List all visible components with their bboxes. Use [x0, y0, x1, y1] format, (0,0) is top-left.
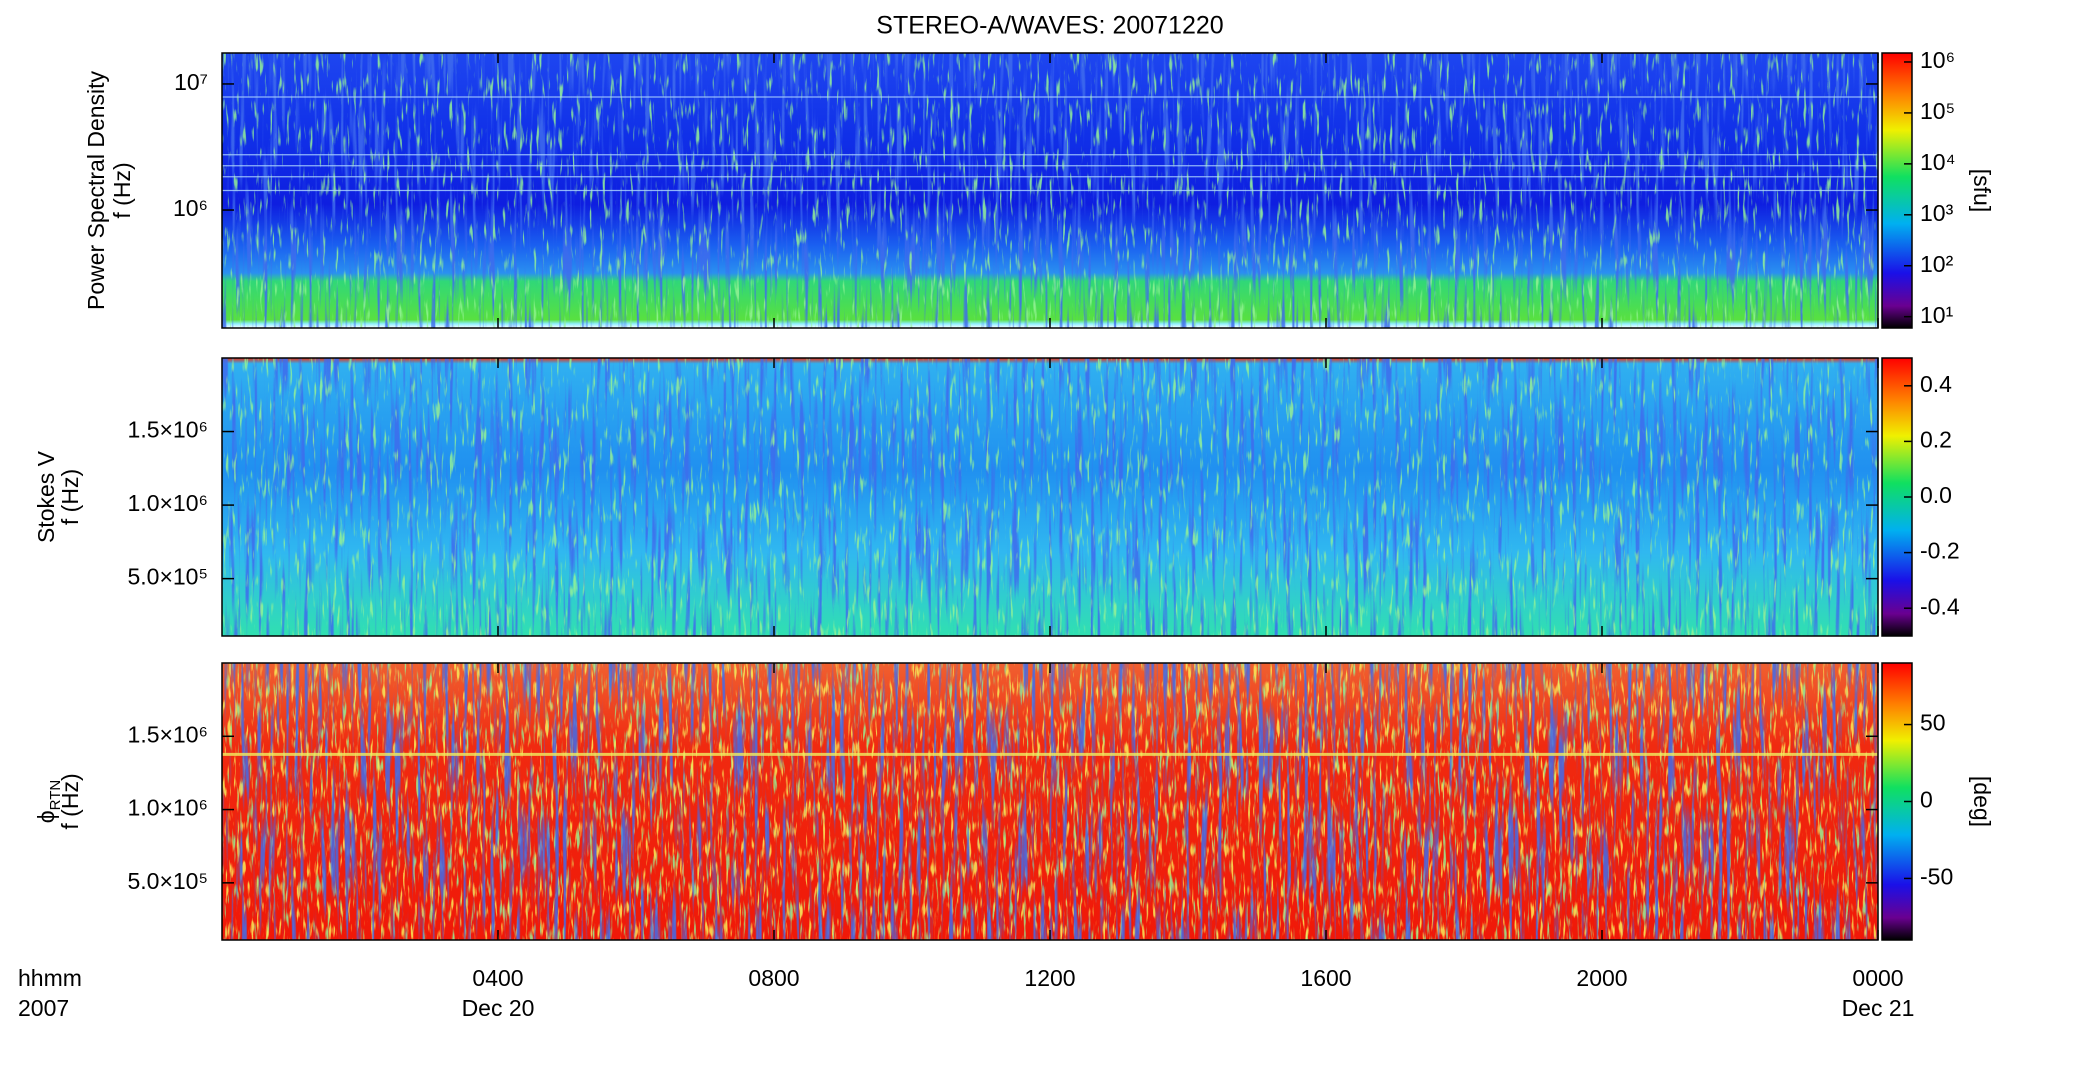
x-tick-label: 0800 — [748, 965, 799, 991]
x-unit-label: hhmm — [18, 965, 82, 991]
x-tick-label: 1200 — [1024, 965, 1075, 991]
x-date-label: Dec 21 — [1842, 995, 1915, 1021]
colorbar-tick-label: 0 — [1920, 787, 1933, 813]
colorbar-tick-label: 0.0 — [1920, 482, 1952, 508]
y-axis-label: ϕRTN — [33, 780, 64, 823]
spectrogram-texture — [222, 358, 1878, 636]
x-date-label: Dec 20 — [462, 995, 535, 1021]
colorbar-tick-label: -0.4 — [1920, 593, 1960, 619]
y-tick-label: 5.0×10⁵ — [127, 868, 208, 894]
y-axis-label-text: Power Spectral Density — [83, 70, 109, 310]
colorbar — [1881, 52, 1913, 329]
colorbar-tick-label: -50 — [1920, 864, 1953, 890]
x-tick-label: 0400 — [472, 965, 523, 991]
chart-title: STEREO-A/WAVES: 20071220 — [876, 12, 1223, 40]
y-axis-unit: f (Hz) — [57, 469, 83, 525]
y-tick-label: 5.0×10⁵ — [127, 564, 208, 590]
colorbar-tick-label: 10⁵ — [1920, 98, 1955, 124]
y-axis-label: Stokes V — [33, 450, 59, 543]
y-axis-label: Power Spectral Density — [83, 70, 109, 310]
colorbar-tick-label: 0.2 — [1920, 426, 1952, 452]
x-year-label: 2007 — [18, 995, 69, 1021]
colorbar-tick-label: 0.4 — [1920, 371, 1952, 397]
colorbar-tick-label: 10⁶ — [1920, 47, 1955, 73]
x-tick-label: 2000 — [1576, 965, 1627, 991]
y-tick-label: 1.0×10⁶ — [128, 795, 208, 821]
y-axis-unit: f (Hz) — [57, 773, 83, 829]
colorbar-tick-label: 10¹ — [1920, 302, 1954, 328]
colorbar-label: [sfu] — [1969, 169, 1995, 212]
colorbar-tick-label: 10⁴ — [1920, 149, 1955, 175]
y-tick-label: 10⁶ — [173, 195, 208, 221]
y-axis-label-subscript: RTN — [47, 780, 64, 811]
colorbar-tick-label: -0.2 — [1920, 538, 1960, 564]
y-tick-label: 1.5×10⁶ — [128, 721, 208, 747]
colorbar-label: [deg] — [1969, 776, 1995, 827]
y-axis-label-text: ϕ — [33, 810, 59, 823]
x-tick-label: 0000 — [1852, 965, 1903, 991]
y-axis-label-text: Stokes V — [33, 450, 59, 543]
y-tick-label: 10⁷ — [174, 69, 208, 95]
colorbar-tick-label: 10² — [1920, 251, 1954, 277]
y-tick-label: 1.5×10⁶ — [128, 417, 208, 443]
colorbar-tick-label: 10³ — [1920, 200, 1954, 226]
y-axis-unit: f (Hz) — [109, 162, 135, 218]
spectrogram-texture — [222, 663, 1878, 940]
x-tick-label: 1600 — [1300, 965, 1351, 991]
colorbar-tick-label: 50 — [1920, 710, 1946, 736]
y-tick-label: 1.0×10⁶ — [128, 490, 208, 516]
